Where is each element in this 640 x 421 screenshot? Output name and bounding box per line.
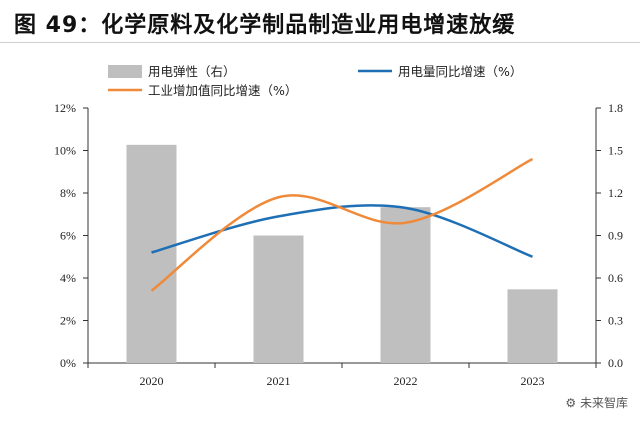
right-tick-label: 0.6 [608, 271, 623, 285]
right-tick-label: 1.5 [608, 144, 623, 158]
bar [126, 144, 177, 363]
left-tick-label: 10% [54, 144, 76, 158]
left-tick-label: 2% [60, 314, 76, 328]
left-tick-label: 12% [54, 101, 76, 115]
x-tick-label: 2023 [521, 374, 545, 388]
bar [253, 235, 304, 363]
legend-label: 工业增加值同比增速（%） [148, 83, 297, 98]
title-bar: 图 49：化学原料及化学制品制造业用电增速放缓 [0, 0, 640, 43]
left-tick-label: 0% [60, 356, 76, 370]
right-tick-label: 0.9 [608, 229, 623, 243]
series-line-0 [151, 204, 533, 258]
right-tick-label: 1.8 [608, 101, 623, 115]
right-tick-label: 0.3 [608, 314, 623, 328]
watermark: ⚙ 未来智库 [565, 396, 628, 410]
x-tick-label: 2021 [267, 374, 291, 388]
legend-label: 用电弹性（右） [148, 64, 236, 79]
right-tick-label: 0.0 [608, 356, 623, 370]
right-tick-label: 1.2 [608, 186, 623, 200]
left-tick-label: 6% [60, 229, 76, 243]
x-tick-label: 2022 [394, 374, 418, 388]
legend-swatch [108, 65, 142, 78]
legend-label: 用电量同比增速（%） [398, 64, 522, 79]
chart-title: 图 49：化学原料及化学制品制造业用电增速放缓 [14, 13, 516, 38]
left-tick-label: 8% [60, 186, 76, 200]
bar [507, 289, 558, 363]
watermark-text: 未来智库 [579, 396, 628, 410]
series-line-1 [150, 157, 534, 292]
x-tick-label: 2020 [140, 374, 164, 388]
bar [380, 207, 431, 363]
left-tick-label: 4% [60, 271, 76, 285]
